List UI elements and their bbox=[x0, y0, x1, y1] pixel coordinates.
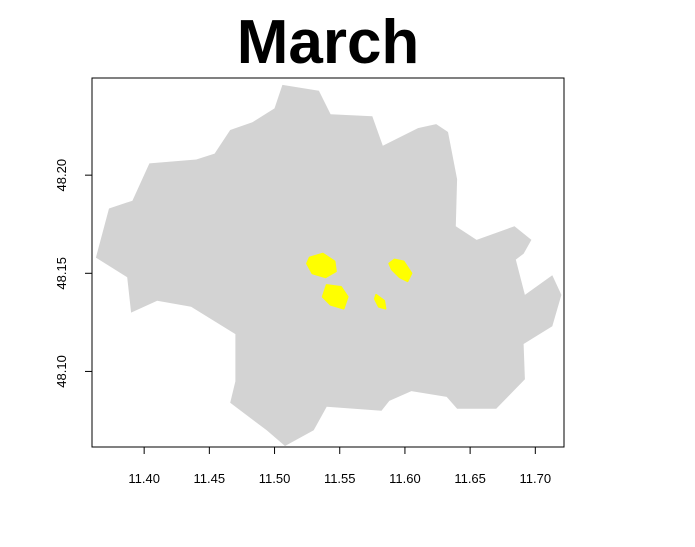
highlight-region-1 bbox=[306, 252, 337, 279]
x-tick-label: 11.45 bbox=[194, 471, 226, 486]
highlight-region-3 bbox=[321, 284, 349, 310]
y-axis: 48.10 48.15 48.20 bbox=[54, 159, 93, 388]
x-axis: 11.40 11.45 11.50 11.55 11.60 11.65 11.70 bbox=[128, 446, 552, 486]
y-tick-label: 48.10 bbox=[54, 355, 69, 388]
highlight-region-2 bbox=[388, 258, 413, 283]
x-tick-label: 11.40 bbox=[128, 471, 160, 486]
x-tick-label: 11.70 bbox=[520, 471, 552, 486]
y-tick-label: 48.15 bbox=[54, 257, 69, 290]
chart-title: March bbox=[237, 8, 420, 77]
x-tick-label: 11.50 bbox=[259, 471, 291, 486]
map-layer bbox=[95, 84, 562, 447]
y-tick-label: 48.20 bbox=[54, 159, 69, 192]
x-tick-label: 11.60 bbox=[389, 471, 421, 486]
highlight-region-4 bbox=[373, 293, 387, 310]
x-tick-label: 11.65 bbox=[454, 471, 486, 486]
x-tick-label: 11.55 bbox=[324, 471, 356, 486]
